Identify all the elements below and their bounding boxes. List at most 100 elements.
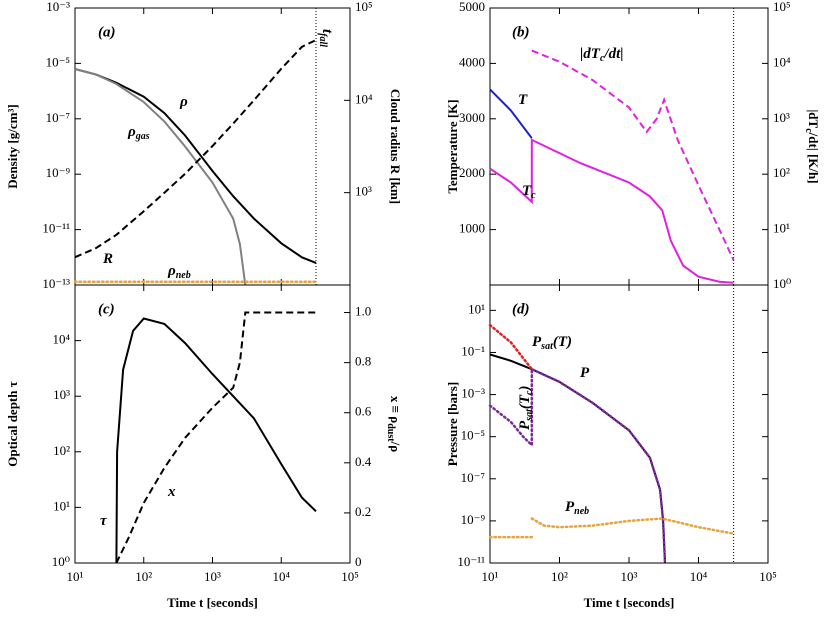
y-axis-label: Optical depth τ [5, 381, 20, 466]
y2-axis-label: Cloud radius R [km] [388, 89, 403, 204]
series-line [115, 317, 317, 564]
series-line [489, 353, 666, 564]
x-tick-label: 10⁵ [759, 569, 777, 584]
series-label: R [102, 251, 113, 267]
x-axis-label: Time t [seconds] [584, 595, 675, 610]
series-label-part: P [580, 365, 590, 381]
x-tick-label: 10³ [621, 569, 638, 584]
y-tick-label: 10⁻¹¹ [42, 221, 70, 236]
y2-tick-label: 10⁵ [773, 0, 791, 14]
series-label-part: P [532, 334, 542, 350]
y2-axis-label-part: |dT [806, 109, 821, 128]
vertical-marker-label-part: fall [317, 33, 328, 47]
series-line [489, 138, 734, 284]
y2-tick-label: 0.6 [355, 404, 372, 419]
y-tick-label: 10² [53, 443, 70, 458]
series-label-part: c [531, 190, 536, 201]
y2-tick-label: 10² [773, 165, 790, 180]
series-label: Pneb [565, 499, 589, 517]
x-tick-label: 10⁴ [272, 569, 290, 584]
y-tick-label: 10⁻¹ [461, 343, 485, 358]
y2-tick-label: 10¹ [773, 221, 790, 236]
series-label-part: τ [100, 513, 108, 529]
series-label-part: P [517, 420, 533, 430]
series-label-part: neb [574, 506, 589, 517]
y2-axis-label-part: dust [385, 423, 396, 442]
series-label: P [580, 365, 590, 381]
series-label-part: c [524, 390, 535, 395]
series-label: ρ [179, 94, 188, 110]
x-tick-label: 10⁴ [690, 569, 708, 584]
y-tick-label: 10⁰ [52, 554, 70, 569]
panel-label: (c) [98, 301, 115, 317]
y2-tick-label: 0.4 [355, 454, 372, 469]
series-label: Psat(Tc) [517, 386, 535, 430]
series-label-part: /dt| [603, 46, 623, 62]
series-label-part: |dT [580, 46, 601, 62]
series-line [74, 39, 317, 259]
x-tick-label: 10¹ [67, 569, 84, 584]
y2-axis-label-part: /dt| [K/h] [806, 132, 821, 184]
series-label: ρneb [167, 263, 191, 281]
series-line [115, 311, 316, 564]
series-label-part: T [522, 183, 532, 199]
x-tick-label: 10⁵ [341, 569, 359, 584]
vertical-marker-label-part: t [319, 29, 335, 34]
y-tick-label: 10⁻⁷ [461, 470, 485, 485]
series-label: |dTc/dt| [580, 46, 624, 64]
series-label-part: ρ [167, 263, 176, 279]
y-tick-label: 1000 [459, 221, 485, 236]
y2-tick-label: 0.2 [355, 504, 371, 519]
y-tick-label: 10⁻³ [46, 0, 70, 14]
y2-tick-label: 1.0 [355, 304, 371, 319]
x-tick-label: 10² [551, 569, 568, 584]
y-tick-label: 4000 [459, 54, 485, 69]
panel-label: (a) [98, 24, 116, 40]
series-line [489, 88, 533, 139]
y-tick-label: 5000 [459, 0, 485, 14]
series-label: T [518, 92, 528, 108]
series-label: Psat(T) [532, 334, 572, 352]
x-tick-label: 10¹ [482, 569, 499, 584]
y-tick-label: 10⁻⁵ [46, 54, 70, 69]
series-label-part: sat [540, 341, 554, 352]
y2-tick-label: 0.8 [355, 354, 371, 369]
series-label-part: ρ [179, 94, 188, 110]
series-label-part: T [518, 92, 528, 108]
y-axis-label: Temperature [K] [445, 99, 460, 193]
y-tick-label: 10¹ [468, 301, 485, 316]
y-axis-label: Pressure [bars] [445, 382, 460, 466]
y2-axis-label: |dTc/dt| [K/h] [803, 109, 821, 183]
series-label-part: gas [135, 131, 150, 142]
y2-axis-label-part: c [803, 128, 814, 133]
series-label-part: sat [524, 408, 535, 422]
series-label: τ [100, 513, 108, 529]
series-line [488, 323, 534, 371]
panel-label: (d) [512, 301, 530, 317]
y-tick-label: 10⁻¹³ [42, 276, 70, 291]
series-label: Tc [522, 183, 536, 201]
y-tick-label: 10⁻⁹ [46, 165, 71, 180]
x-axis-label: Time t [seconds] [167, 595, 258, 610]
series-label: ρgas [127, 124, 150, 142]
series-line [74, 68, 317, 264]
y-tick-label: 10³ [53, 387, 70, 402]
x-tick-label: 10³ [204, 569, 221, 584]
y-tick-label: 10⁻⁷ [46, 110, 70, 125]
y2-axis-label: x ≡ ρdust/ρ [385, 396, 403, 452]
series-line [488, 367, 667, 565]
y-tick-label: 3000 [459, 110, 485, 125]
series-label-part: (T) [553, 334, 572, 350]
y2-tick-label: 10⁰ [773, 276, 791, 291]
y2-axis-label-part: Cloud radius [388, 89, 403, 165]
series-line [531, 49, 735, 261]
panel-label: (b) [512, 24, 530, 40]
y-tick-label: 10¹ [53, 498, 70, 513]
y2-tick-label: 10⁴ [773, 54, 791, 69]
series-label-part: ρ [127, 124, 136, 140]
series-label-part: x [167, 484, 176, 500]
y-tick-label: 2000 [459, 165, 485, 180]
x-tick-label: 10² [135, 569, 152, 584]
y2-tick-label: 0 [355, 554, 362, 569]
